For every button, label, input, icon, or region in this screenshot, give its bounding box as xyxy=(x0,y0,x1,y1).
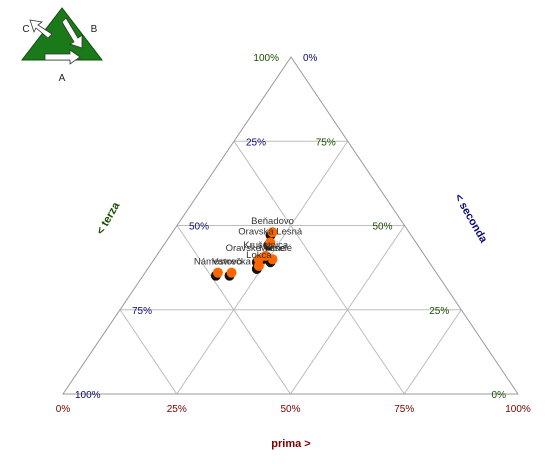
point-label: Námestovo xyxy=(194,257,242,268)
tick-labels: 0% 25% 50% 75% 100% 0% 25% 50% 75% 100% 0% 25% 50% 75… xyxy=(56,53,531,415)
tick-label-b: 0% xyxy=(303,53,318,64)
point-label: Beňadovo xyxy=(251,216,294,227)
tick-label-c: 50% xyxy=(372,222,392,233)
tick-label-c: 100% xyxy=(253,53,279,64)
axis-title-b: < seconda xyxy=(452,192,490,246)
data-point xyxy=(265,237,276,248)
tick-label-a: 75% xyxy=(394,404,414,415)
tick-label-a: 25% xyxy=(167,404,187,415)
tick-label-a: 50% xyxy=(280,404,300,415)
triangle-outline xyxy=(62,56,519,395)
tick-label-b: 50% xyxy=(189,222,209,233)
tick-label-b: 100% xyxy=(75,390,101,401)
logo-arrow-bottom xyxy=(44,49,81,65)
point-label: Krušetnica xyxy=(243,240,289,251)
point-label: Vavrečka xyxy=(212,257,252,268)
tick-label-c: 0% xyxy=(492,390,507,401)
grid-line-a xyxy=(403,309,462,395)
logo-letter-b: B xyxy=(91,24,98,35)
grid-line-a xyxy=(290,225,405,395)
tick-label-c: 25% xyxy=(429,306,449,317)
tick-label-b: 75% xyxy=(132,306,152,317)
ternary-grid xyxy=(119,140,462,395)
data-point xyxy=(226,267,237,278)
ternary-frame xyxy=(62,56,519,395)
data-point xyxy=(253,260,264,271)
point-label: Oravská Lesná xyxy=(238,226,303,237)
grid-line-b xyxy=(176,225,291,395)
logo-letter-a: A xyxy=(59,73,66,84)
tick-label-a: 0% xyxy=(56,404,71,415)
data-point xyxy=(212,267,223,278)
grid-line-b xyxy=(233,140,405,395)
tick-label-a: 100% xyxy=(505,404,531,415)
grid-line-b xyxy=(119,309,178,395)
logo-arrow-left xyxy=(29,19,53,39)
logo-arrow-right xyxy=(61,17,83,49)
point-label: Mútne xyxy=(259,243,285,254)
abc-logo: A B C xyxy=(20,7,104,84)
logo-letter-c: C xyxy=(22,24,29,35)
tick-label-c: 75% xyxy=(316,137,336,148)
tick-label-b: 25% xyxy=(246,137,266,148)
point-label: Lokca xyxy=(246,250,272,261)
data-point xyxy=(267,227,278,238)
axis-title-c: < terza xyxy=(94,200,122,237)
axis-title-a: prima > xyxy=(271,438,310,450)
point-label: Oravské Veselé xyxy=(226,243,293,254)
